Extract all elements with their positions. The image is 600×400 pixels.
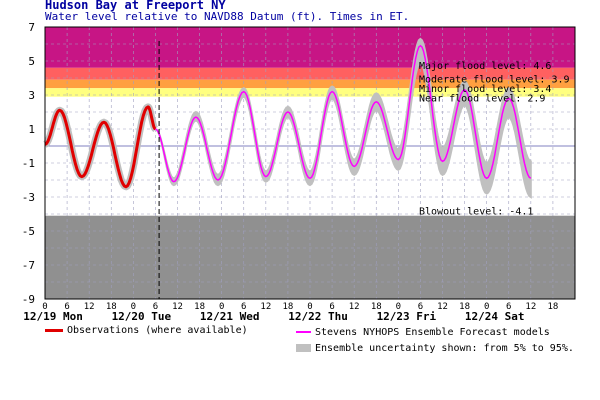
y-tick-label: 3 (28, 89, 35, 102)
x-day-label: 12/20 Tue (112, 310, 172, 323)
y-tick-label: -3 (22, 191, 35, 204)
x-tick-label: 6 (506, 302, 511, 312)
x-tick-label: 0 (219, 302, 224, 312)
x-tick-label: 6 (153, 302, 158, 312)
band-moderate-flood (45, 67, 575, 80)
plot-border (44, 26, 576, 300)
legend-uncertainty-label: Ensemble uncertainty shown: from 5% to 9… (315, 343, 574, 354)
x-tick-label: 6 (329, 302, 334, 312)
x-tick-label: 18 (106, 302, 117, 312)
x-tick-label: 12 (437, 302, 448, 312)
x-tick-label: 0 (42, 302, 47, 312)
legend-forecast-label: Stevens NYHOPS Ensemble Forecast models (315, 327, 550, 338)
x-day-label: 12/19 Mon (23, 310, 83, 323)
x-tick-label: 18 (459, 302, 470, 312)
x-tick-label: 18 (194, 302, 205, 312)
x-tick-label: 12 (172, 302, 183, 312)
y-tick-label: 1 (28, 123, 35, 136)
x-tick-label: 12 (349, 302, 360, 312)
x-tick-label: 12 (260, 302, 271, 312)
y-tick-label: -5 (22, 225, 35, 238)
forecast-line (155, 44, 532, 183)
threshold-label-major: Major flood level: 4.6 (419, 61, 551, 72)
threshold-label-minor: Minor flood level: 3.4 (419, 84, 551, 95)
x-day-label: 12/24 Sat (465, 310, 525, 323)
band-near-flood (45, 88, 575, 97)
x-tick-label: 12 (84, 302, 95, 312)
legend-observations-label: Observations (where available) (67, 325, 248, 336)
x-tick-label: 0 (484, 302, 489, 312)
legend-observations-swatch (45, 328, 63, 332)
legend-uncertainty-swatch (296, 344, 311, 352)
legend-forecast-swatch (296, 331, 311, 333)
legend-forecast: Stevens NYHOPS Ensemble Forecast models (296, 327, 550, 338)
x-tick-label: 0 (307, 302, 312, 312)
x-tick-label: 6 (418, 302, 423, 312)
x-day-label: 12/23 Fri (377, 310, 437, 323)
x-tick-label: 6 (241, 302, 246, 312)
x-tick-label: 0 (396, 302, 401, 312)
chart-subtitle: Water level relative to NAVD88 Datum (ft… (45, 10, 410, 23)
y-tick-label: 7 (28, 21, 35, 34)
x-tick-label: 6 (64, 302, 69, 312)
y-tick-label: 5 (28, 55, 35, 68)
threshold-label-blowout: Blowout level: -4.1 (419, 207, 533, 218)
x-tick-label: 0 (131, 302, 136, 312)
x-day-label: 12/22 Thu (288, 310, 348, 323)
ensemble-uncertainty-band (154, 37, 532, 199)
y-tick-label: -7 (22, 259, 35, 272)
observation-line (44, 105, 157, 189)
legend-observations: Observations (where available) (45, 325, 248, 336)
x-day-label: 12/21 Wed (200, 310, 260, 323)
x-tick-label: 12 (525, 302, 536, 312)
x-tick-label: 18 (547, 302, 558, 312)
threshold-label-near: Near flood level: 2.9 (419, 94, 545, 105)
y-tick-label: -9 (22, 293, 35, 306)
y-tick-label: -1 (22, 157, 35, 170)
x-tick-label: 18 (282, 302, 293, 312)
chart-title: Hudson Bay at Freeport NY (45, 0, 226, 12)
threshold-label-moderate: Moderate flood level: 3.9 (419, 75, 570, 86)
x-tick-label: 18 (371, 302, 382, 312)
legend-uncertainty: Ensemble uncertainty shown: from 5% to 9… (296, 343, 574, 354)
